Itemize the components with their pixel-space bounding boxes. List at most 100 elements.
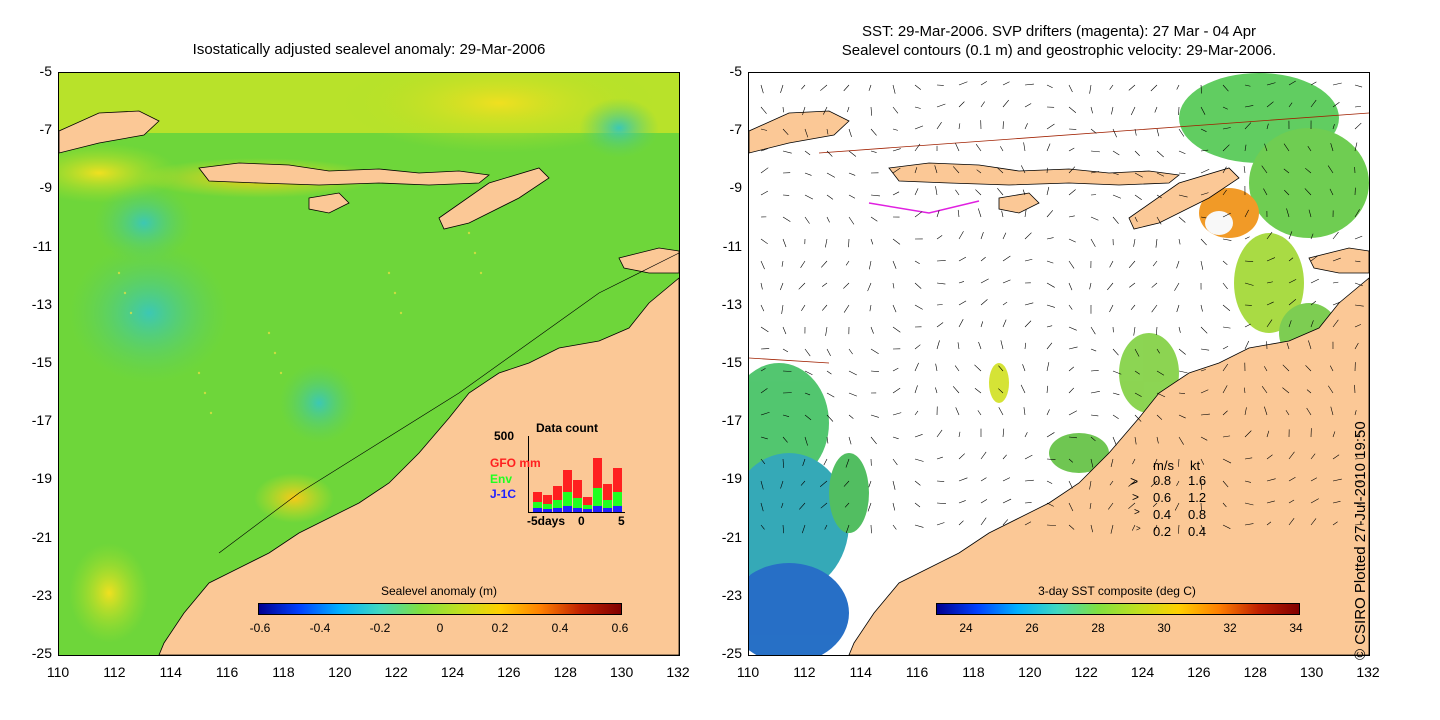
right-x-tick-label: 132 [1356, 664, 1380, 680]
velocity-arrow [819, 480, 828, 487]
velocity-arrow [1068, 524, 1075, 530]
velocity-arrow [914, 211, 923, 218]
velocity-arrow [1128, 480, 1136, 487]
velocity-arrow [1090, 458, 1094, 468]
velocity-arrow [1132, 458, 1136, 465]
velocity-arrow [1068, 215, 1075, 218]
velocity-arrow [1178, 370, 1188, 374]
velocity-arrow [845, 260, 850, 266]
velocity-arrow [1109, 84, 1114, 90]
velocity-legend-arrow-icon: > [1132, 490, 1140, 504]
velocity-arrow [1244, 502, 1254, 506]
velocity-arrow [1154, 106, 1158, 113]
velocity-arrow [1133, 326, 1136, 336]
velocity-arrow [1134, 216, 1138, 222]
velocity-arrow [1264, 406, 1268, 416]
velocity-arrow [936, 260, 946, 262]
velocity-legend-arrow-icon: > [1130, 473, 1139, 489]
velocity-arrow [1354, 502, 1362, 506]
data-count-x-label-zero: 0 [578, 514, 585, 528]
data-count-bar [553, 500, 562, 508]
velocity-arrow [1222, 106, 1228, 110]
velocity-legend-header-kt: kt [1190, 458, 1201, 473]
velocity-arrow [1244, 323, 1251, 328]
velocity-arrow [1046, 282, 1055, 288]
velocity-arrow [1068, 387, 1075, 394]
velocity-arrow [914, 167, 918, 174]
velocity-arrow [1222, 166, 1227, 174]
data-count-series-gfo: GFO mm [490, 456, 541, 470]
velocity-arrow [1200, 149, 1209, 152]
velocity-arrow [1002, 454, 1007, 460]
velocity-arrow [1112, 370, 1122, 375]
left-y-tick-label: -9 [39, 179, 52, 196]
velocity-arrow [1107, 282, 1114, 291]
velocity-arrow [1046, 480, 1053, 484]
velocity-arrow [1284, 189, 1290, 196]
velocity-arrow [914, 304, 923, 310]
velocity-arrow [782, 150, 792, 154]
velocity-arrow [1282, 387, 1290, 394]
velocity-arrow [936, 322, 944, 328]
left-x-tick-label: 116 [215, 664, 239, 680]
velocity-arrow [1244, 480, 1252, 483]
velocity-arrow [1002, 81, 1010, 86]
velocity-arrow [936, 340, 940, 350]
velocity-arrow [1286, 342, 1290, 350]
velocity-arrow [1090, 238, 1096, 247]
velocity-arrow [1176, 304, 1180, 313]
right-x-tick-label: 130 [1299, 664, 1324, 680]
data-count-bar [563, 470, 572, 492]
velocity-arrow [1222, 127, 1231, 130]
velocity-arrow [1176, 84, 1180, 90]
velocity-arrow [804, 436, 808, 446]
velocity-arrow [954, 365, 960, 372]
velocity-arrow [1002, 428, 1005, 438]
right-y-tick-label: -21 [721, 528, 742, 545]
data-count-series-env: Env [490, 472, 513, 486]
velocity-arrow [1002, 477, 1011, 482]
right-y-tick-label: -15 [721, 354, 742, 370]
velocity-arrow [1244, 144, 1247, 152]
velocity-arrow [780, 480, 784, 489]
velocity-arrow [1109, 304, 1114, 313]
velocity-arrow [823, 458, 828, 466]
velocity-arrow [823, 106, 828, 115]
velocity-arrow [1068, 366, 1075, 372]
velocity-arrow [1310, 477, 1317, 482]
velocity-arrow [1068, 304, 1073, 310]
velocity-arrow [914, 524, 924, 528]
velocity-arrow [1156, 392, 1166, 398]
left-colorbar-label: 0.6 [611, 621, 629, 635]
velocity-arrow [1200, 192, 1209, 196]
velocity-arrow [1134, 370, 1140, 375]
velocity-arrow [1200, 238, 1207, 246]
data-count-bar [563, 492, 572, 506]
velocity-arrow [1046, 342, 1053, 350]
velocity-arrow [1261, 165, 1268, 174]
velocity-arrow [868, 480, 872, 488]
velocity-arrow [1244, 236, 1250, 240]
velocity-arrow [848, 436, 852, 445]
velocity-arrow [1090, 414, 1099, 417]
velocity-arrow [1024, 83, 1034, 86]
velocity-arrow [1244, 84, 1251, 87]
velocity-arrow [870, 194, 880, 197]
velocity-arrow [892, 326, 901, 333]
velocity-arrow [1332, 478, 1342, 482]
left-x-tick-label: 130 [609, 664, 634, 680]
velocity-arrow [820, 502, 828, 509]
data-count-bar [593, 488, 602, 506]
velocity-arrow [1178, 326, 1181, 333]
velocity-arrow [1354, 523, 1364, 526]
velocity-arrow [892, 260, 897, 269]
data-count-bar [593, 506, 602, 512]
velocity-arrow [1133, 238, 1136, 247]
velocity-arrow [980, 499, 988, 504]
velocity-arrow [1354, 122, 1362, 130]
velocity-arrow [914, 502, 921, 508]
velocity-arrow [1178, 524, 1180, 534]
velocity-arrow [782, 238, 787, 248]
velocity-arrow [1151, 282, 1158, 288]
data-count-bar [543, 504, 552, 509]
